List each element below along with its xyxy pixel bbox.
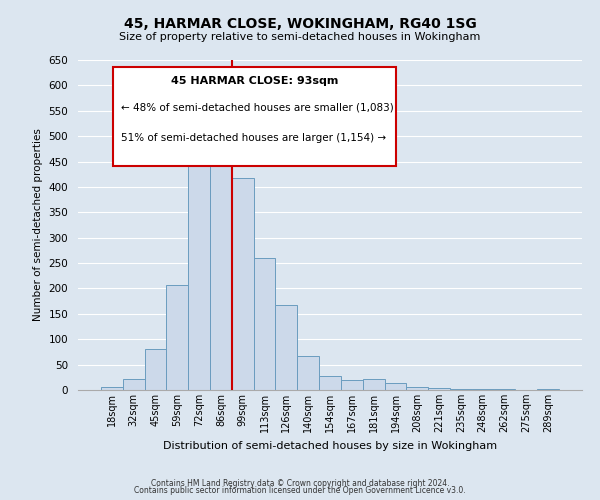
Bar [101, 388, 123, 390]
Bar [428, 388, 450, 390]
Text: 45, HARMAR CLOSE, WOKINGHAM, RG40 1SG: 45, HARMAR CLOSE, WOKINGHAM, RG40 1SG [124, 18, 476, 32]
Bar [406, 388, 428, 390]
Bar [385, 384, 406, 390]
Text: Contains HM Land Registry data © Crown copyright and database right 2024.: Contains HM Land Registry data © Crown c… [151, 478, 449, 488]
Text: 45 HARMAR CLOSE: 93sqm: 45 HARMAR CLOSE: 93sqm [171, 76, 338, 86]
Bar [188, 131, 210, 390]
Text: ← 48% of semi-detached houses are smaller (1,083): ← 48% of semi-detached houses are smalle… [121, 103, 394, 113]
Y-axis label: Number of semi-detached properties: Number of semi-detached properties [33, 128, 43, 322]
Text: Size of property relative to semi-detached houses in Wokingham: Size of property relative to semi-detach… [119, 32, 481, 42]
Bar [145, 350, 166, 390]
X-axis label: Distribution of semi-detached houses by size in Wokingham: Distribution of semi-detached houses by … [163, 440, 497, 450]
Text: Contains public sector information licensed under the Open Government Licence v3: Contains public sector information licen… [134, 486, 466, 495]
FancyBboxPatch shape [113, 66, 395, 166]
Bar [166, 285, 188, 390]
Bar [275, 304, 297, 390]
Bar [210, 145, 232, 390]
Text: 51% of semi-detached houses are larger (1,154) →: 51% of semi-detached houses are larger (… [121, 132, 386, 142]
Bar [363, 380, 385, 390]
Bar [341, 380, 363, 390]
Bar [537, 389, 559, 390]
Bar [232, 178, 254, 390]
Bar [297, 356, 319, 390]
Bar [123, 379, 145, 390]
Bar [450, 389, 472, 390]
Bar [319, 376, 341, 390]
Bar [254, 258, 275, 390]
